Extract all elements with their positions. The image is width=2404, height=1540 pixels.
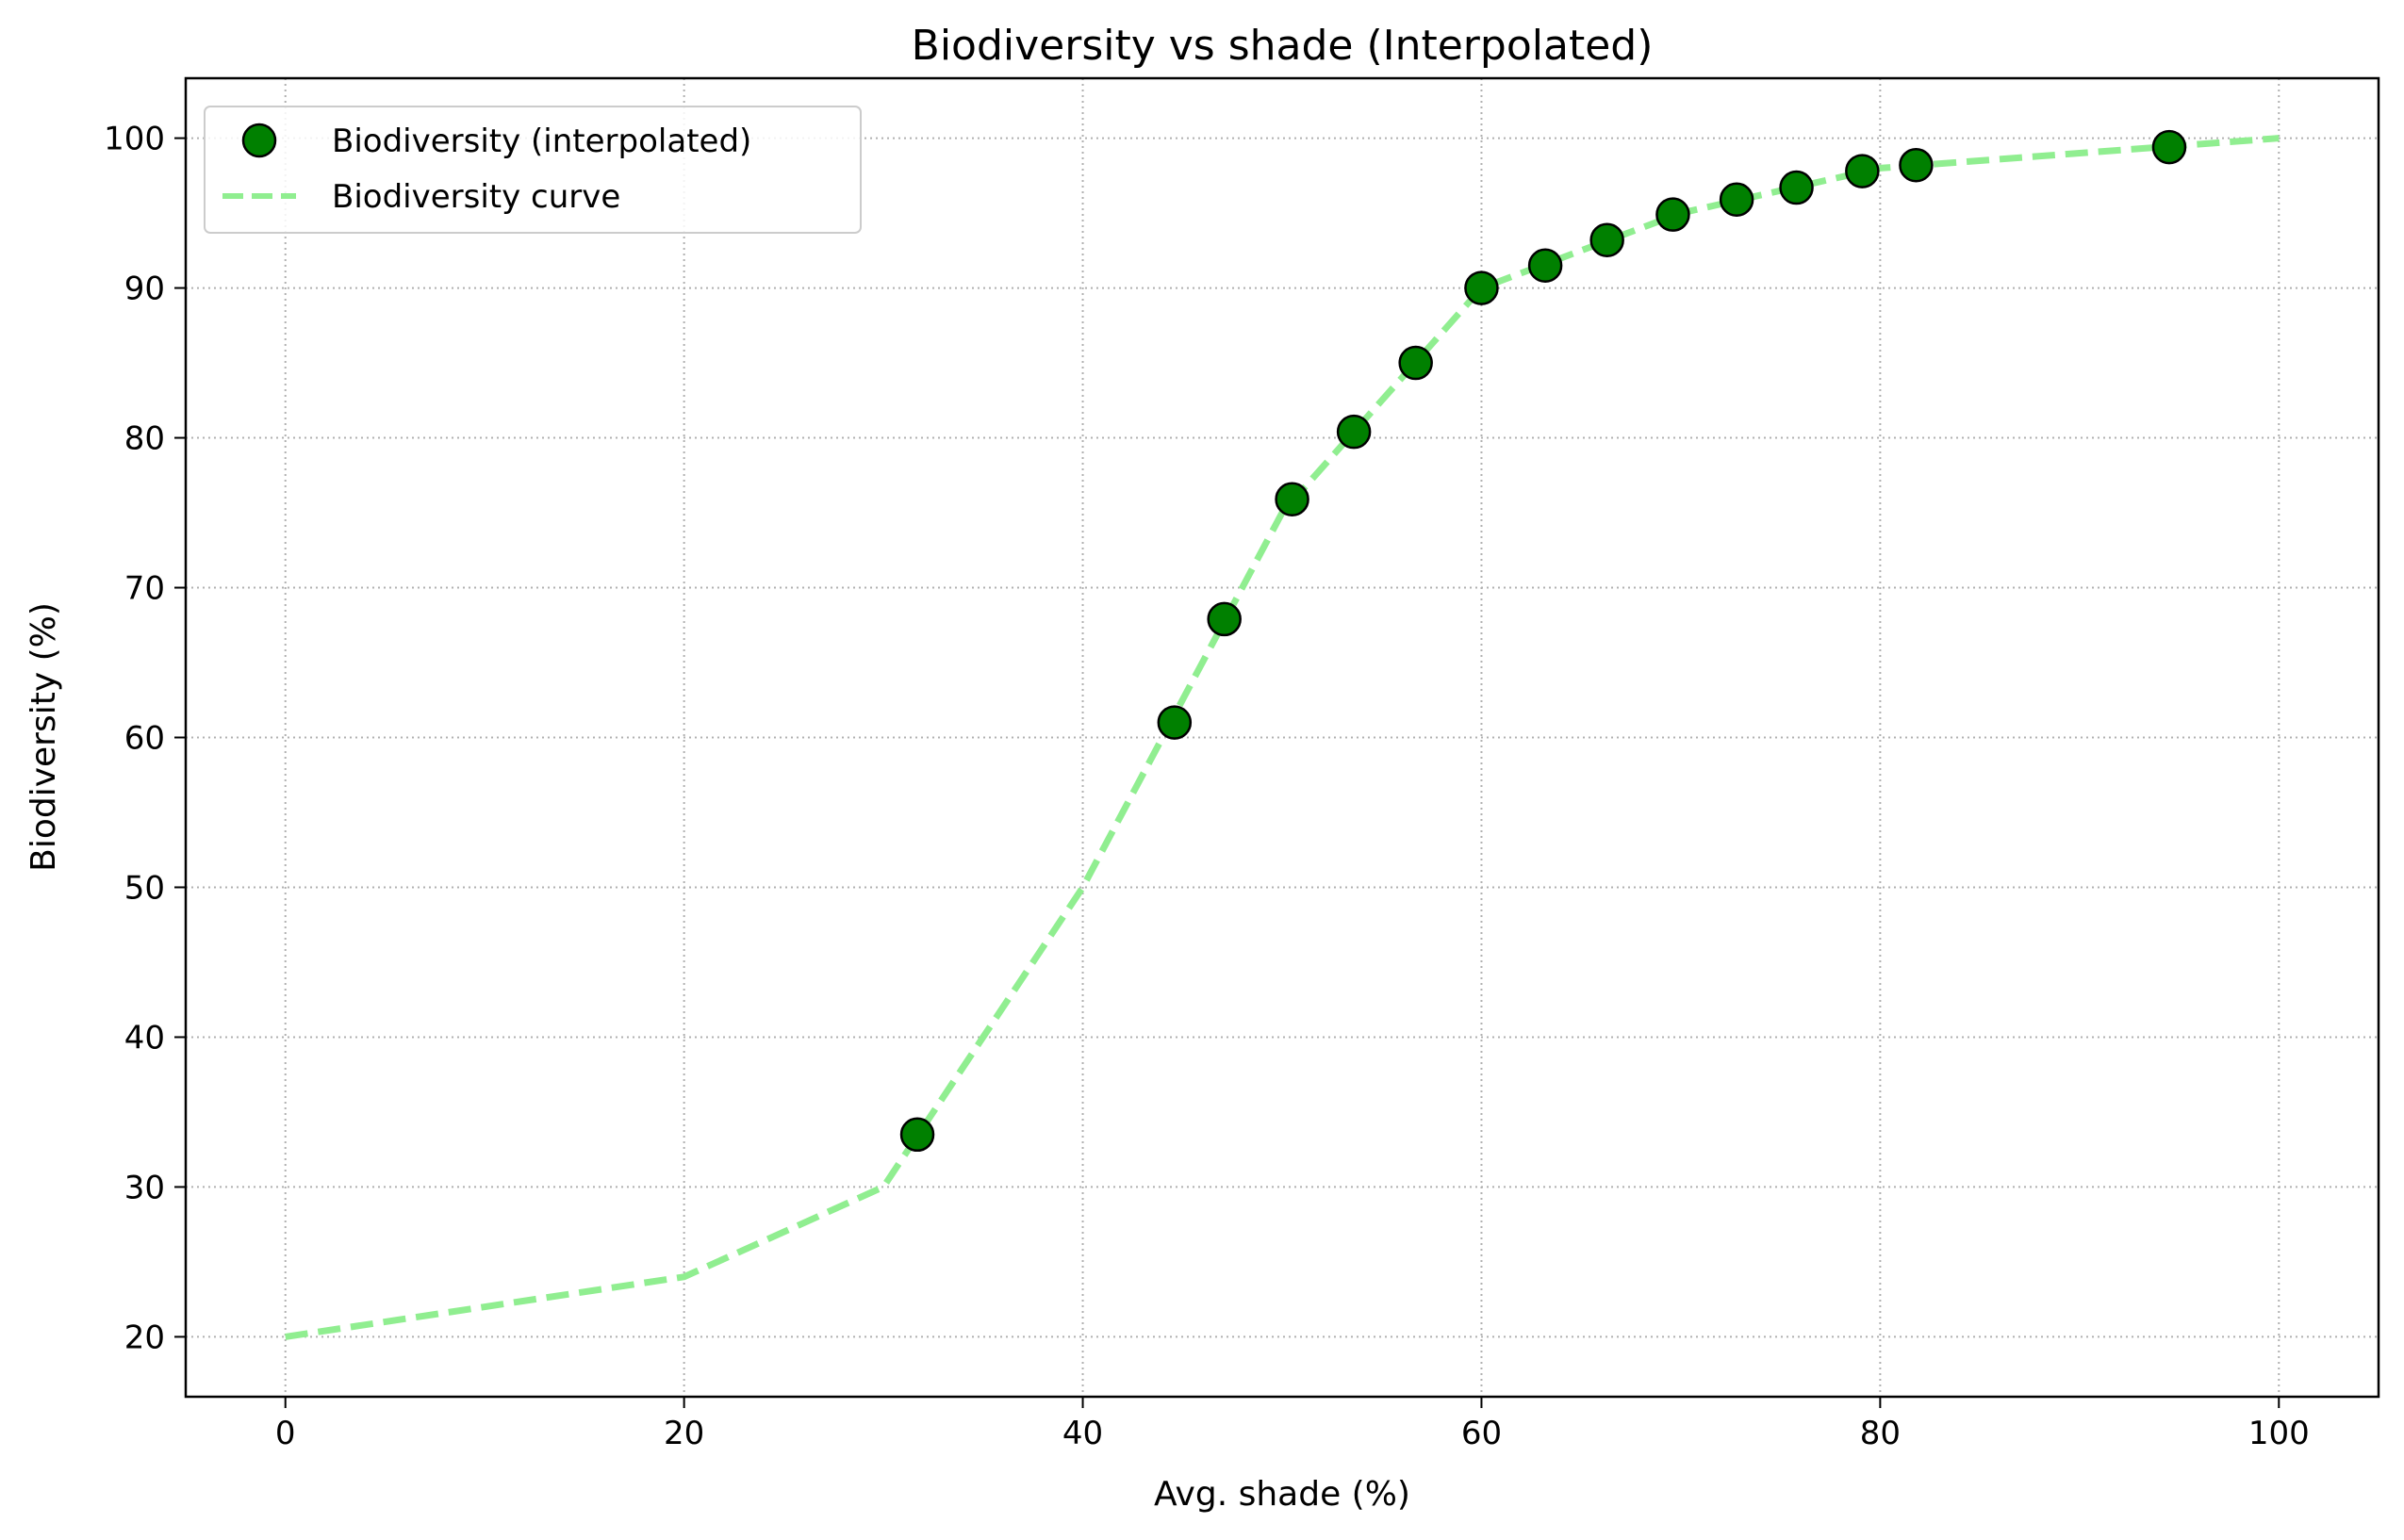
data-point: [1464, 270, 1499, 305]
points-layer: [899, 129, 2187, 1153]
data-point: [2151, 129, 2187, 165]
data-point: [1207, 601, 1242, 637]
legend-box: [204, 106, 862, 234]
data-point: [1899, 147, 1934, 183]
data-point: [1336, 414, 1372, 450]
x-tick-label: 60: [1461, 1415, 1502, 1452]
x-axis: 0 20 40 60 80 100: [275, 1397, 2310, 1452]
data-point: [1589, 222, 1624, 257]
y-tick-label: 80: [124, 420, 165, 458]
x-tick-label: 80: [1860, 1415, 1901, 1452]
legend-label-scatter: Biodiversity (interpolated): [332, 123, 751, 160]
data-point: [899, 1117, 935, 1153]
data-point: [1157, 705, 1193, 740]
chart-title: Biodiversity vs shade (Interpolated): [912, 22, 1654, 70]
biodiversity-curve-line: [285, 135, 2280, 1340]
legend-marker-scatter: [241, 123, 277, 158]
legend: Biodiversity (interpolated) Biodiversity…: [204, 106, 862, 234]
y-axis: 20 30 40 50 60 70 80 90 100: [104, 121, 186, 1356]
y-tick-label: 20: [124, 1319, 165, 1356]
y-tick-label: 60: [124, 720, 165, 758]
y-axis-label: Biodiversity (%): [25, 602, 63, 872]
y-tick-label: 70: [124, 570, 165, 608]
data-point: [1655, 197, 1690, 232]
y-tick-label: 100: [104, 121, 165, 158]
y-tick-label: 50: [124, 869, 165, 907]
x-axis-label: Avg. shade (%): [1154, 1475, 1410, 1514]
y-tick-label: 90: [124, 270, 165, 308]
grid: [186, 78, 2379, 1397]
x-tick-label: 100: [2248, 1415, 2310, 1452]
data-point: [1527, 248, 1563, 283]
x-tick-label: 0: [275, 1415, 296, 1452]
y-tick-label: 30: [124, 1169, 165, 1206]
legend-label-curve: Biodiversity curve: [332, 178, 620, 216]
data-point: [1398, 345, 1433, 381]
x-tick-label: 20: [664, 1415, 704, 1452]
data-point: [1719, 182, 1754, 218]
y-tick-label: 40: [124, 1019, 165, 1057]
x-tick-label: 40: [1062, 1415, 1103, 1452]
data-point: [1779, 170, 1814, 205]
data-point: [1275, 482, 1309, 516]
data-point: [1845, 154, 1880, 188]
curve-layer: [285, 135, 2280, 1340]
